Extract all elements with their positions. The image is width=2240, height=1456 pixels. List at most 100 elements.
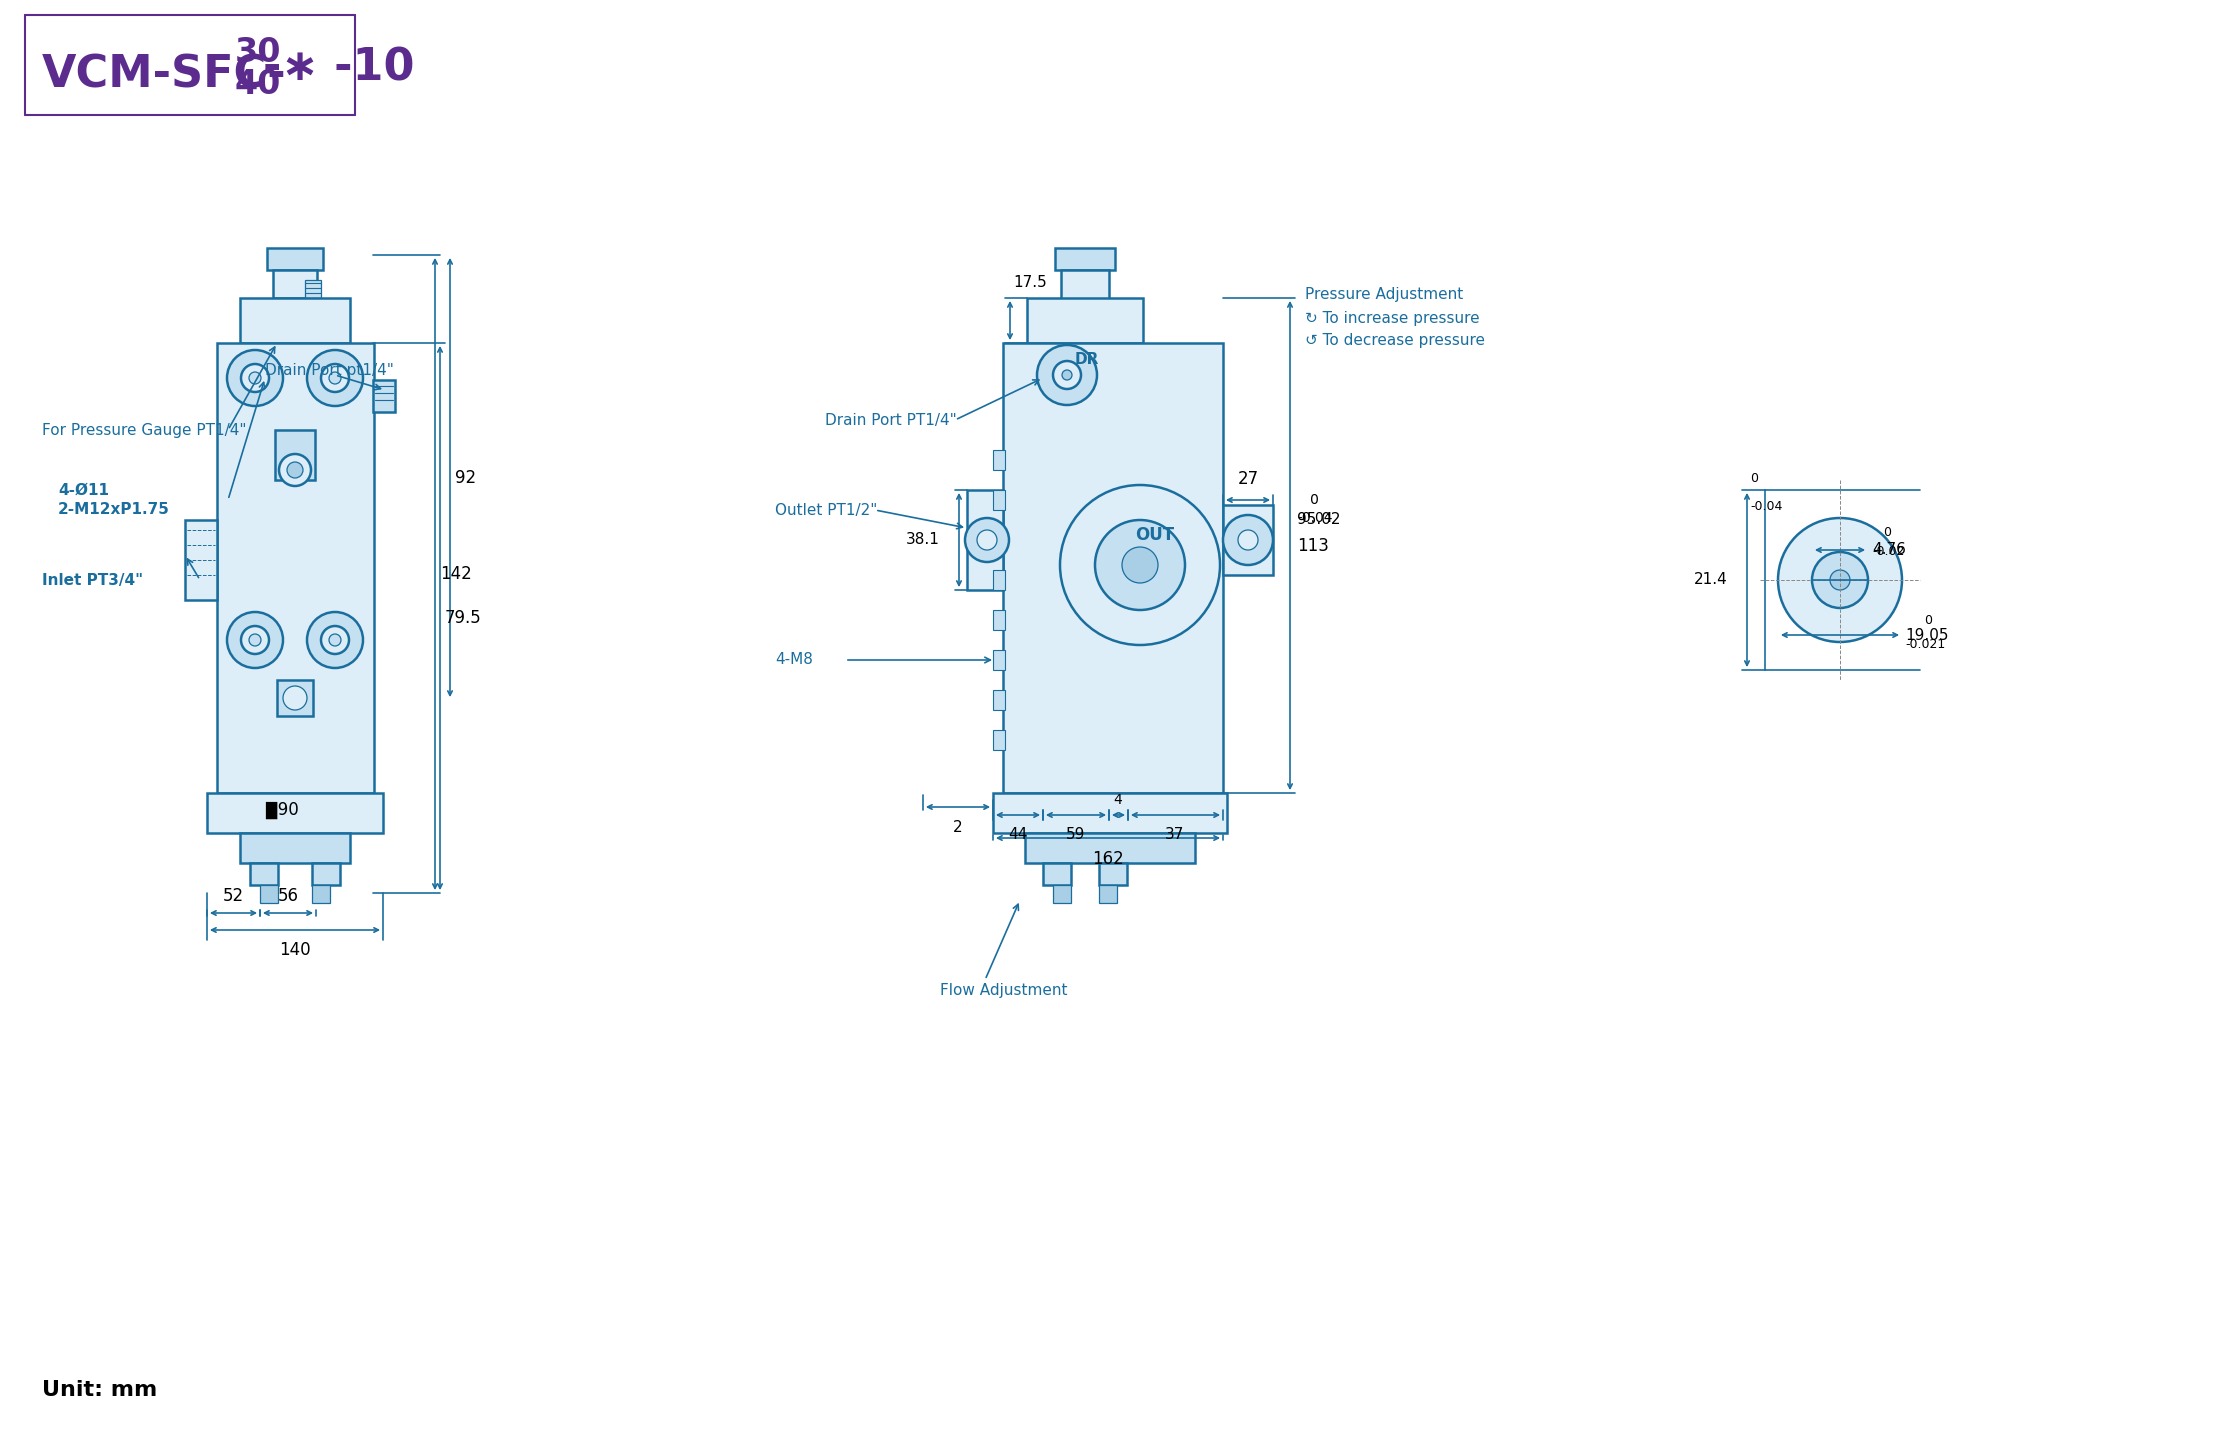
Text: VCM-SFC-: VCM-SFC-: [43, 54, 287, 96]
Bar: [1004, 344, 1223, 794]
Bar: [305, 280, 320, 298]
Bar: [1062, 269, 1109, 300]
Text: OUT: OUT: [1136, 526, 1174, 545]
Circle shape: [287, 462, 302, 478]
Circle shape: [242, 626, 269, 654]
Text: 0: 0: [1297, 494, 1319, 507]
Text: 142: 142: [439, 565, 473, 582]
Bar: [992, 530, 1006, 550]
Text: Flow Adjustment: Flow Adjustment: [941, 983, 1068, 997]
Text: -0.021: -0.021: [1904, 638, 1944, 651]
Text: 113: 113: [1297, 537, 1328, 555]
Text: 38.1: 38.1: [907, 533, 941, 547]
Bar: [1100, 885, 1118, 903]
Text: 59: 59: [1066, 827, 1086, 842]
Text: 4-M8: 4-M8: [775, 652, 813, 667]
Circle shape: [1053, 361, 1082, 389]
Bar: [992, 729, 1006, 750]
Circle shape: [329, 633, 340, 646]
Bar: [267, 248, 323, 269]
Bar: [374, 380, 394, 412]
Bar: [992, 491, 1006, 510]
Bar: [217, 344, 374, 794]
Circle shape: [226, 612, 282, 668]
Text: 2: 2: [954, 820, 963, 834]
Text: -∗ -10: -∗ -10: [262, 47, 414, 89]
Text: Inlet PT3/4": Inlet PT3/4": [43, 572, 143, 588]
Text: -0.02: -0.02: [1873, 545, 1904, 558]
Text: 4-Ø11: 4-Ø11: [58, 482, 110, 498]
Text: 4: 4: [1113, 794, 1122, 807]
Bar: [1026, 298, 1142, 344]
Text: -0.04: -0.04: [1749, 499, 1783, 513]
Circle shape: [242, 364, 269, 392]
Circle shape: [1062, 370, 1073, 380]
Bar: [240, 833, 349, 863]
Circle shape: [1095, 520, 1185, 610]
Text: 30: 30: [235, 35, 282, 68]
Bar: [206, 794, 383, 833]
Text: 56: 56: [278, 887, 298, 906]
Text: Unit: mm: Unit: mm: [43, 1380, 157, 1401]
Text: 44: 44: [1008, 827, 1028, 842]
Circle shape: [1830, 569, 1850, 590]
Bar: [992, 690, 1006, 711]
Circle shape: [1812, 552, 1868, 609]
Circle shape: [1239, 530, 1259, 550]
Circle shape: [320, 364, 349, 392]
Text: 92: 92: [455, 469, 477, 486]
Bar: [1053, 885, 1071, 903]
Text: Outlet PT1/2": Outlet PT1/2": [775, 502, 878, 517]
Text: Pressure Adjustment: Pressure Adjustment: [1306, 287, 1463, 303]
Text: For Pressure Gauge PT1/4": For Pressure Gauge PT1/4": [43, 422, 246, 437]
Text: 0: 0: [1749, 472, 1758, 485]
Circle shape: [249, 371, 262, 384]
Text: 52: 52: [222, 887, 244, 906]
Circle shape: [282, 686, 307, 711]
Bar: [278, 680, 314, 716]
Bar: [1026, 833, 1194, 863]
Circle shape: [1779, 518, 1902, 642]
Circle shape: [280, 454, 311, 486]
Text: 0: 0: [1873, 526, 1893, 539]
Text: 19.05: 19.05: [1904, 628, 1949, 642]
Text: -0.04: -0.04: [1297, 511, 1333, 526]
Bar: [992, 450, 1006, 470]
Text: 27: 27: [1236, 470, 1259, 488]
Text: 79.5: 79.5: [446, 609, 482, 628]
Text: 0: 0: [1904, 613, 1933, 626]
Circle shape: [977, 530, 997, 550]
Bar: [992, 610, 1006, 630]
Bar: [276, 430, 316, 480]
Text: Drain Port pt1/4": Drain Port pt1/4": [264, 363, 394, 377]
Circle shape: [965, 518, 1008, 562]
Bar: [1100, 863, 1127, 885]
Circle shape: [320, 626, 349, 654]
Text: 2-M12xP1.75: 2-M12xP1.75: [58, 502, 170, 517]
Circle shape: [1223, 515, 1272, 565]
Bar: [186, 520, 217, 600]
Bar: [311, 885, 329, 903]
Bar: [1055, 248, 1116, 269]
Text: 21.4: 21.4: [1693, 572, 1727, 588]
Text: DR: DR: [1075, 352, 1100, 367]
Text: 95.02: 95.02: [1297, 513, 1340, 527]
Circle shape: [1060, 485, 1221, 645]
Text: 140: 140: [280, 941, 311, 960]
Bar: [251, 863, 278, 885]
Text: ↺ To decrease pressure: ↺ To decrease pressure: [1306, 332, 1485, 348]
Circle shape: [307, 612, 363, 668]
Bar: [992, 569, 1006, 590]
Bar: [260, 885, 278, 903]
Text: 4.76: 4.76: [1873, 543, 1906, 558]
Bar: [240, 298, 349, 344]
Bar: [305, 298, 320, 309]
Circle shape: [307, 349, 363, 406]
Text: 40: 40: [235, 68, 282, 102]
Bar: [1223, 505, 1272, 575]
Text: 162: 162: [1093, 850, 1124, 868]
Text: Drain Port PT1/4": Drain Port PT1/4": [824, 412, 956, 428]
Circle shape: [249, 633, 262, 646]
Circle shape: [1037, 345, 1098, 405]
Bar: [992, 649, 1006, 670]
